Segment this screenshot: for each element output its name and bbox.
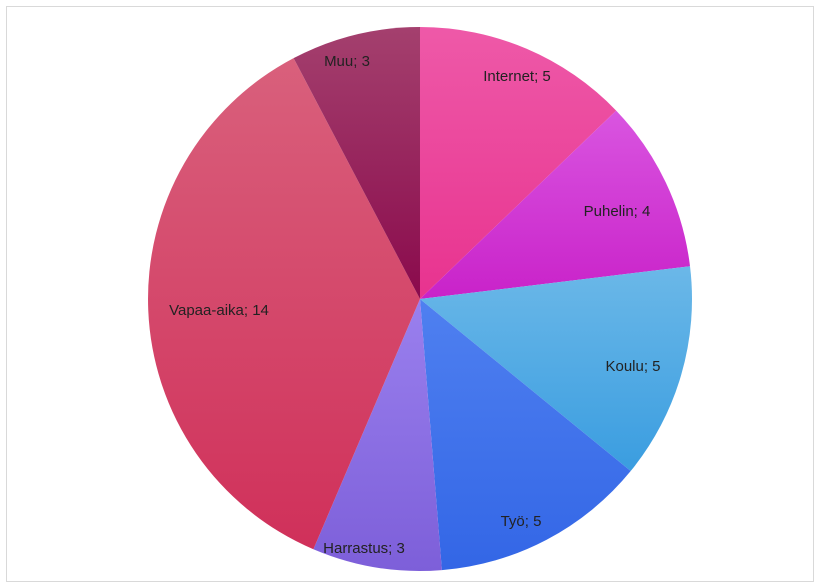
- data-label-koulu: Koulu; 5: [605, 358, 660, 375]
- pie-slice-vapaa-aika: [148, 58, 420, 550]
- data-label-internet: Internet; 5: [483, 68, 551, 85]
- data-label-harrastus: Harrastus; 3: [323, 540, 405, 557]
- pie-slice-koulu: [420, 266, 693, 472]
- pie-labels: Internet; 5 Puhelin; 4 Koulu; 5 Työ; 5 Harra…: [169, 53, 660, 557]
- pie-slice-ty-: [420, 299, 631, 571]
- data-label-ty-: Työ; 5: [501, 513, 542, 530]
- data-label-muu: Muu; 3: [324, 53, 370, 70]
- pie-slice-harrastus: [313, 299, 442, 572]
- pie-slice-internet: [420, 26, 617, 299]
- pie-slices: [148, 26, 693, 572]
- data-label-puhelin: Puhelin; 4: [584, 203, 651, 220]
- data-label-vapaa-aika: Vapaa-aika; 14: [169, 302, 269, 319]
- pie-slice-muu: [293, 27, 420, 299]
- pie-slice-puhelin: [420, 110, 691, 299]
